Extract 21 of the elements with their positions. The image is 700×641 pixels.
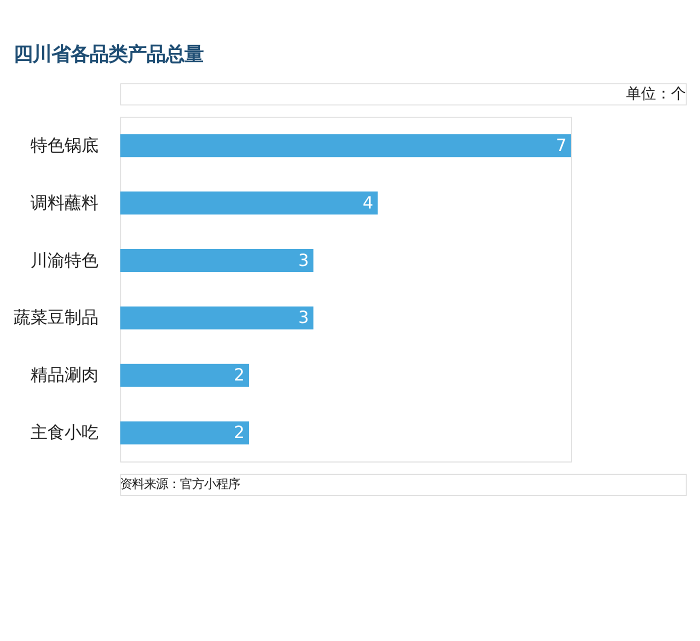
text: 单位：个 [626, 84, 686, 102]
bar [120, 364, 249, 387]
y-tick-label: 蔬菜豆制品 [14, 307, 99, 328]
bar [120, 248, 314, 272]
chart-title: 四川省各品类产品总量 [14, 42, 204, 66]
y-tick-label: 调料蘸料 [30, 192, 99, 212]
data-label: 3 [298, 307, 309, 328]
data-label: 4 [362, 192, 374, 212]
text: 资料来源：官方小程序 [120, 477, 240, 492]
bar [120, 134, 571, 158]
bar [120, 192, 378, 215]
data-label: 3 [298, 250, 309, 270]
y-tick-label: 主食小吃 [30, 422, 99, 442]
y-tick-label: 特色锅底 [30, 134, 99, 155]
data-label: 2 [234, 422, 245, 442]
data-label: 7 [556, 134, 567, 155]
y-tick-label: 川渝特色 [30, 250, 99, 270]
data-label: 2 [234, 364, 245, 385]
bar [120, 306, 314, 330]
y-tick-label: 精品涮肉 [30, 364, 99, 385]
bar [120, 421, 249, 444]
